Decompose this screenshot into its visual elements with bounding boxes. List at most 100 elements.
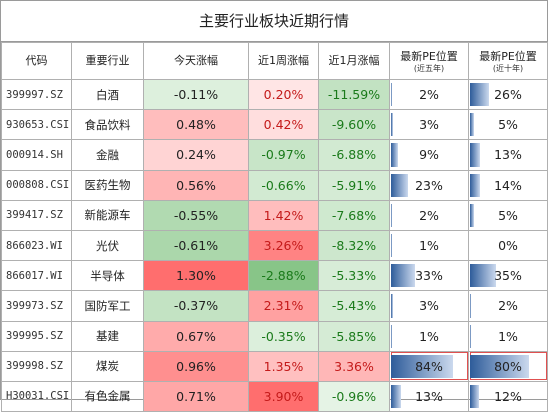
cell-today-change: -0.11%	[143, 78, 249, 111]
cell-pe10: 80%	[468, 350, 548, 382]
cell-industry: 光伏	[71, 229, 144, 262]
col-header-week: 近1周涨幅	[248, 42, 319, 80]
pe-percentile-bar	[391, 233, 393, 258]
pe-percentile-value: 14%	[494, 177, 522, 193]
cell-pe5: 3%	[389, 290, 469, 322]
cell-code: 930653.CSI	[1, 109, 72, 141]
pe-percentile-bar	[470, 384, 479, 409]
cell-pe5: 13%	[389, 380, 469, 412]
table-row: 399417.SZ 新能源车 -0.55% 1.42% -7.68% 2% 5%	[1, 199, 548, 231]
pe-percentile-bar	[391, 113, 394, 137]
cell-today-change: 0.71%	[143, 380, 249, 412]
pe-percentile-value: 3%	[419, 298, 439, 314]
pe-percentile-bar	[470, 173, 481, 197]
cell-today-change: -0.61%	[143, 229, 249, 262]
pe-percentile-bar	[470, 354, 529, 378]
pe-percentile-value: 26%	[494, 87, 522, 103]
cell-code: 399995.SZ	[1, 320, 72, 352]
cell-month-change: -11.59%	[318, 78, 390, 111]
table-row: 399997.SZ 白酒 -0.11% 0.20% -11.59% 2% 26%	[1, 78, 548, 111]
pe-percentile-bar	[391, 324, 393, 348]
pe-percentile-value: 1%	[419, 328, 439, 344]
cell-today-change: 0.24%	[143, 139, 249, 171]
cell-today-change: 0.48%	[143, 109, 249, 141]
cell-week-change: 1.42%	[248, 199, 319, 231]
cell-code: 866023.WI	[1, 229, 72, 262]
cell-week-change: 1.35%	[248, 350, 319, 382]
cell-today-change: 1.30%	[143, 260, 249, 292]
cell-today-change: 0.67%	[143, 320, 249, 352]
sector-table: 代码 重要行业 今天涨幅 近1周涨幅 近1月涨幅 最新PE位置 (近五年) 最新P…	[1, 42, 548, 412]
pe-percentile-value: 33%	[415, 268, 443, 284]
pe-percentile-bar	[391, 173, 408, 197]
cell-industry: 基建	[71, 320, 144, 352]
pe-percentile-value: 9%	[419, 147, 439, 163]
pe-percentile-bar	[470, 264, 496, 288]
table-row: 399995.SZ 基建 0.67% -0.35% -5.85% 1% 1%	[1, 320, 548, 352]
table-row: 866023.WI 光伏 -0.61% 3.26% -8.32% 1% 0%	[1, 229, 548, 262]
cell-code: 866017.WI	[1, 260, 72, 292]
col-header-pe10: 最新PE位置 (近十年)	[468, 42, 548, 80]
pe-percentile-bar	[470, 294, 472, 318]
cell-pe10: 13%	[468, 139, 548, 171]
pe-percentile-bar	[470, 203, 474, 227]
cell-month-change: -6.88%	[318, 139, 390, 171]
cell-pe5: 84%	[389, 350, 469, 382]
table-row: 866017.WI 半导体 1.30% -2.88% -5.33% 33% 35%	[1, 260, 548, 292]
pe-percentile-value: 3%	[419, 117, 439, 133]
cell-week-change: 0.42%	[248, 109, 319, 141]
cell-month-change: -5.43%	[318, 290, 390, 322]
cell-pe10: 1%	[468, 320, 548, 352]
cell-pe10: 5%	[468, 109, 548, 141]
pe-percentile-bar	[470, 113, 474, 137]
cell-week-change: -0.97%	[248, 139, 319, 171]
pe-percentile-value: 2%	[419, 87, 439, 103]
col-header-code: 代码	[1, 42, 72, 80]
cell-industry: 食品饮料	[71, 109, 144, 141]
pe-percentile-bar	[391, 203, 393, 227]
cell-pe5: 1%	[389, 320, 469, 352]
cell-month-change: -0.96%	[318, 380, 390, 412]
cell-industry: 新能源车	[71, 199, 144, 231]
pe-percentile-value: 2%	[419, 207, 439, 223]
cell-pe5: 33%	[389, 260, 469, 292]
cell-pe10: 26%	[468, 78, 548, 111]
cell-code: 399973.SZ	[1, 290, 72, 322]
cell-code: 399997.SZ	[1, 78, 72, 111]
table-row: 000808.CSI 医药生物 0.56% -0.66% -5.91% 23% 14%	[1, 169, 548, 201]
cell-month-change: -9.60%	[318, 109, 390, 141]
pe-percentile-value: 13%	[494, 147, 522, 163]
cell-code: 000914.SH	[1, 139, 72, 171]
cell-today-change: 0.96%	[143, 350, 249, 382]
col-header-month: 近1月涨幅	[318, 42, 390, 80]
cell-industry: 白酒	[71, 78, 144, 111]
cell-industry: 国防军工	[71, 290, 144, 322]
cell-code: 399998.SZ	[1, 350, 72, 382]
cell-month-change: -8.32%	[318, 229, 390, 262]
pe-percentile-value: 0%	[498, 238, 518, 254]
pe-percentile-value: 84%	[415, 358, 443, 374]
cell-industry: 金融	[71, 139, 144, 171]
pe-percentile-value: 80%	[494, 358, 522, 374]
pe-percentile-value: 1%	[498, 328, 518, 344]
cell-pe5: 3%	[389, 109, 469, 141]
cell-week-change: 0.20%	[248, 78, 319, 111]
table-row: 399973.SZ 国防军工 -0.37% 2.31% -5.43% 3% 2%	[1, 290, 548, 322]
cell-pe10: 2%	[468, 290, 548, 322]
table-row: 000914.SH 金融 0.24% -0.97% -6.88% 9% 13%	[1, 139, 548, 171]
table-row: H30031.CSI 有色金属 0.71% 3.90% -0.96% 13% 12%	[1, 380, 548, 412]
col-header-today: 今天涨幅	[143, 42, 249, 80]
cell-pe5: 1%	[389, 229, 469, 262]
cell-week-change: -0.35%	[248, 320, 319, 352]
pe-percentile-value: 13%	[415, 388, 443, 404]
cell-pe5: 2%	[389, 199, 469, 231]
cell-week-change: -2.88%	[248, 260, 319, 292]
pe-percentile-value: 1%	[419, 238, 439, 254]
pe-percentile-bar	[391, 143, 398, 167]
header-row: 代码 重要行业 今天涨幅 近1周涨幅 近1月涨幅 最新PE位置 (近五年) 最新P…	[1, 42, 548, 80]
col-header-pe5: 最新PE位置 (近五年)	[389, 42, 469, 80]
pe-percentile-value: 12%	[494, 388, 522, 404]
cell-today-change: 0.56%	[143, 169, 249, 201]
pe-percentile-value: 5%	[498, 207, 518, 223]
